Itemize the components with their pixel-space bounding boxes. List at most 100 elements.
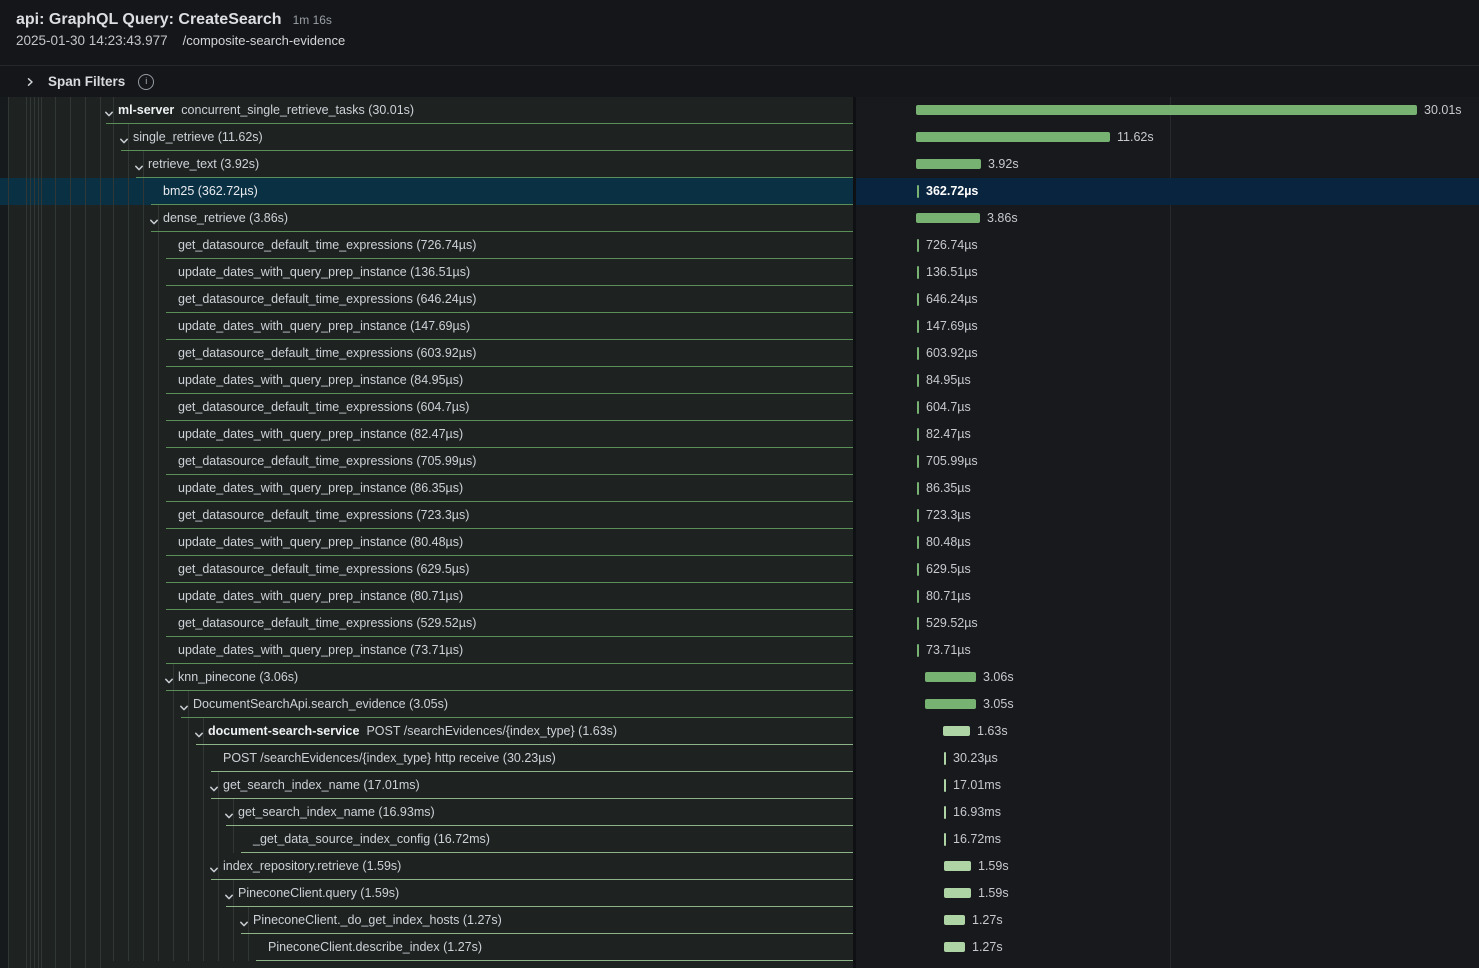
span-duration-tick[interactable] <box>917 428 919 441</box>
span-name-cell[interactable]: get_datasource_default_time_expressions … <box>0 394 853 421</box>
span-duration-tick[interactable] <box>917 293 919 306</box>
chevron-down-icon[interactable] <box>224 889 234 907</box>
span-timeline-cell[interactable]: 603.92µs <box>856 340 1479 367</box>
span-duration-tick[interactable] <box>917 239 919 252</box>
span-timeline-cell[interactable]: 86.35µs <box>856 475 1479 502</box>
span-row[interactable]: update_dates_with_query_prep_instance (8… <box>0 367 1479 394</box>
span-timeline-cell[interactable]: 3.05s <box>856 691 1479 718</box>
span-name-cell[interactable]: get_datasource_default_time_expressions … <box>0 556 853 583</box>
span-row[interactable]: get_datasource_default_time_expressions … <box>0 448 1479 475</box>
span-name-cell[interactable]: get_search_index_name (16.93ms) <box>0 799 853 826</box>
span-timeline-cell[interactable]: 80.71µs <box>856 583 1479 610</box>
span-duration-bar[interactable] <box>944 915 965 925</box>
span-row[interactable]: knn_pinecone (3.06s) 3.06s <box>0 664 1479 691</box>
span-name-cell[interactable]: index_repository.retrieve (1.59s) <box>0 853 853 880</box>
span-row[interactable]: POST /searchEvidences/{index_type} http … <box>0 745 1479 772</box>
span-duration-bar[interactable] <box>944 888 971 898</box>
span-name-cell[interactable]: update_dates_with_query_prep_instance (7… <box>0 637 853 664</box>
chevron-down-icon[interactable] <box>194 727 204 745</box>
span-duration-tick[interactable] <box>944 806 946 819</box>
span-name-cell[interactable]: PineconeClient.describe_index (1.27s) <box>0 934 853 961</box>
span-timeline-cell[interactable]: 1.27s <box>856 934 1479 961</box>
span-timeline-cell[interactable]: 16.93ms <box>856 799 1479 826</box>
span-filters-toggle[interactable]: Span Filters i <box>0 66 1479 97</box>
span-row[interactable]: get_datasource_default_time_expressions … <box>0 340 1479 367</box>
span-name-cell[interactable]: DocumentSearchApi.search_evidence (3.05s… <box>0 691 853 718</box>
chevron-down-icon[interactable] <box>209 862 219 880</box>
span-timeline-cell[interactable]: 1.27s <box>856 907 1479 934</box>
span-duration-tick[interactable] <box>917 347 919 360</box>
span-row[interactable]: get_datasource_default_time_expressions … <box>0 610 1479 637</box>
span-row[interactable]: update_dates_with_query_prep_instance (1… <box>0 259 1479 286</box>
span-name-cell[interactable]: update_dates_with_query_prep_instance (1… <box>0 259 853 286</box>
span-name-cell[interactable]: get_datasource_default_time_expressions … <box>0 502 853 529</box>
span-timeline-cell[interactable]: 1.59s <box>856 853 1479 880</box>
span-name-cell[interactable]: single_retrieve (11.62s) <box>0 124 853 151</box>
span-name-cell[interactable]: get_datasource_default_time_expressions … <box>0 610 853 637</box>
info-icon[interactable]: i <box>138 73 155 90</box>
span-duration-tick[interactable] <box>944 752 946 765</box>
span-timeline-cell[interactable]: 82.47µs <box>856 421 1479 448</box>
span-timeline-cell[interactable]: 529.52µs <box>856 610 1479 637</box>
span-row[interactable]: dense_retrieve (3.86s) 3.86s <box>0 205 1479 232</box>
span-row[interactable]: single_retrieve (11.62s) 11.62s <box>0 124 1479 151</box>
span-duration-tick[interactable] <box>917 590 919 603</box>
span-timeline-cell[interactable]: 705.99µs <box>856 448 1479 475</box>
span-timeline-cell[interactable]: 136.51µs <box>856 259 1479 286</box>
span-duration-tick[interactable] <box>944 833 946 846</box>
span-duration-bar[interactable] <box>916 132 1110 142</box>
span-row[interactable]: PineconeClient.query (1.59s) 1.59s <box>0 880 1479 907</box>
span-row[interactable]: update_dates_with_query_prep_instance (7… <box>0 637 1479 664</box>
span-duration-tick[interactable] <box>917 617 919 630</box>
span-duration-tick[interactable] <box>917 266 919 279</box>
span-duration-tick[interactable] <box>917 185 919 198</box>
span-duration-bar[interactable] <box>944 861 971 871</box>
span-timeline-cell[interactable]: 723.3µs <box>856 502 1479 529</box>
chevron-right-icon[interactable] <box>25 77 35 87</box>
span-timeline-cell[interactable]: 80.48µs <box>856 529 1479 556</box>
span-duration-bar[interactable] <box>925 672 976 682</box>
span-name-cell[interactable]: PineconeClient.query (1.59s) <box>0 880 853 907</box>
span-row[interactable]: ml-server concurrent_single_retrieve_task… <box>0 97 1479 124</box>
span-name-cell[interactable]: update_dates_with_query_prep_instance (1… <box>0 313 853 340</box>
chevron-down-icon[interactable] <box>209 781 219 799</box>
span-row[interactable]: update_dates_with_query_prep_instance (8… <box>0 529 1479 556</box>
span-timeline-cell[interactable]: 3.92s <box>856 151 1479 178</box>
span-row[interactable]: get_datasource_default_time_expressions … <box>0 286 1479 313</box>
span-duration-tick[interactable] <box>917 320 919 333</box>
span-timeline-cell[interactable]: 604.7µs <box>856 394 1479 421</box>
chevron-down-icon[interactable] <box>149 214 159 232</box>
chevron-down-icon[interactable] <box>239 916 249 934</box>
span-name-cell[interactable]: update_dates_with_query_prep_instance (8… <box>0 475 853 502</box>
span-row[interactable]: document-search-service POST /searchEvide… <box>0 718 1479 745</box>
chevron-down-icon[interactable] <box>164 673 174 691</box>
span-name-cell[interactable]: _get_data_source_index_config (16.72ms) <box>0 826 853 853</box>
span-timeline-cell[interactable]: 30.23µs <box>856 745 1479 772</box>
span-duration-bar[interactable] <box>925 699 976 709</box>
span-row[interactable]: DocumentSearchApi.search_evidence (3.05s… <box>0 691 1479 718</box>
span-row-selected[interactable]: bm25 (362.72µs) 362.72µs <box>0 178 1479 205</box>
span-row[interactable]: PineconeClient.describe_index (1.27s) 1.2… <box>0 934 1479 961</box>
span-name-cell[interactable]: POST /searchEvidences/{index_type} http … <box>0 745 853 772</box>
span-duration-bar[interactable] <box>916 213 980 223</box>
span-row[interactable]: get_search_index_name (16.93ms) 16.93ms <box>0 799 1479 826</box>
span-duration-tick[interactable] <box>917 374 919 387</box>
span-timeline-cell[interactable]: 3.86s <box>856 205 1479 232</box>
span-duration-tick[interactable] <box>917 509 919 522</box>
span-timeline-cell[interactable]: 646.24µs <box>856 286 1479 313</box>
span-name-cell[interactable]: knn_pinecone (3.06s) <box>0 664 853 691</box>
span-name-cell[interactable]: update_dates_with_query_prep_instance (8… <box>0 529 853 556</box>
span-name-cell[interactable]: bm25 (362.72µs) <box>0 178 853 205</box>
span-name-cell[interactable]: update_dates_with_query_prep_instance (8… <box>0 583 853 610</box>
span-name-cell[interactable]: get_datasource_default_time_expressions … <box>0 340 853 367</box>
span-duration-tick[interactable] <box>917 536 919 549</box>
span-row[interactable]: index_repository.retrieve (1.59s) 1.59s <box>0 853 1479 880</box>
span-row[interactable]: update_dates_with_query_prep_instance (1… <box>0 313 1479 340</box>
span-row[interactable]: get_datasource_default_time_expressions … <box>0 556 1479 583</box>
span-timeline-cell[interactable]: 1.59s <box>856 880 1479 907</box>
span-name-cell[interactable]: ml-server concurrent_single_retrieve_task… <box>0 97 853 124</box>
chevron-down-icon[interactable] <box>104 106 114 124</box>
span-row[interactable]: get_datasource_default_time_expressions … <box>0 232 1479 259</box>
span-row[interactable]: retrieve_text (3.92s) 3.92s <box>0 151 1479 178</box>
span-duration-tick[interactable] <box>917 644 919 657</box>
